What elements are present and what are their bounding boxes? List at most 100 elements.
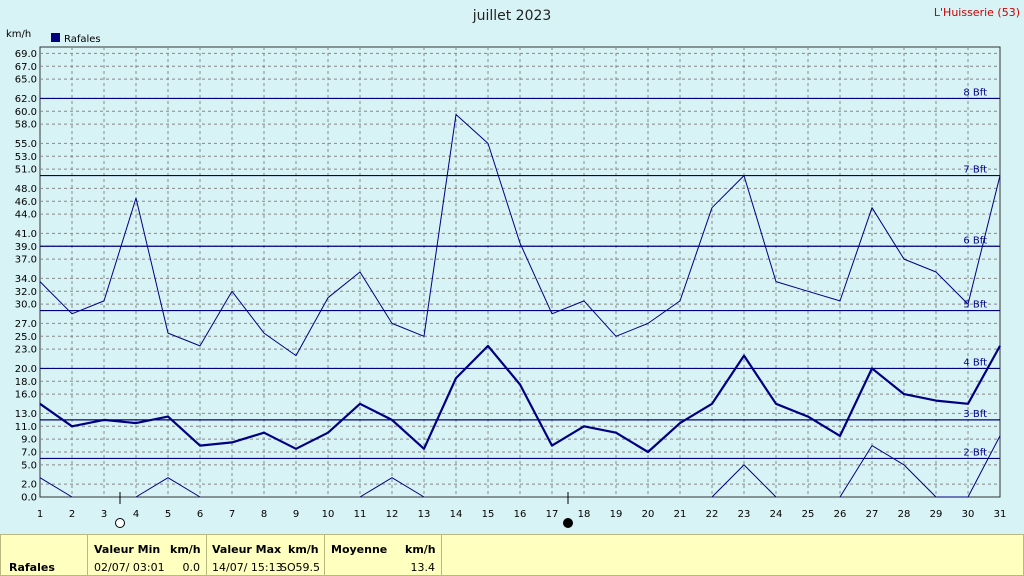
- x-tick-label: 27: [866, 509, 879, 520]
- x-tick-label: 19: [610, 509, 623, 520]
- x-tick-label: 9: [293, 509, 299, 520]
- min-header: Valeur Min: [94, 543, 161, 556]
- footer-min-cell: Valeur Min km/h 02/07/ 03:01 0.0: [88, 535, 207, 575]
- footer-max-cell: Valeur Max km/h 14/07/ 15:13 SO 59.5: [207, 535, 325, 575]
- max-header: Valeur Max: [212, 543, 282, 556]
- x-tick-label: 20: [642, 509, 655, 520]
- beaufort-label: 8 Bft: [963, 87, 987, 98]
- x-tick-label: 30: [962, 509, 975, 520]
- series-line-mean: [39, 344, 1001, 454]
- footer-row-label-cell: Rafales: [1, 535, 88, 575]
- y-tick-label: 9.0: [21, 435, 37, 446]
- x-tick-label: 22: [706, 509, 719, 520]
- y-tick-label: 44.0: [15, 210, 37, 221]
- y-tick-label: 65.0: [15, 75, 37, 86]
- x-tick-label: 16: [514, 509, 527, 520]
- y-tick-label: 69.0: [15, 49, 37, 60]
- x-tick-label: 7: [229, 509, 235, 520]
- full-moon-icon: [115, 518, 125, 528]
- x-tick-label: 13: [418, 509, 431, 520]
- mean-value: 13.4: [410, 561, 436, 574]
- series-layer: [39, 114, 1001, 498]
- y-tick-label: 5.0: [21, 460, 37, 471]
- y-tick-label: 55.0: [15, 139, 37, 150]
- y-axis-unit: km/h: [6, 29, 31, 40]
- min-unit: km/h: [170, 543, 201, 556]
- x-tick-label: 5: [165, 509, 171, 520]
- y-tick-label: 39.0: [15, 242, 37, 253]
- max-value: 59.5: [295, 561, 321, 574]
- chart-title: juillet 2023: [472, 8, 552, 24]
- max-date: 14/07/ 15:13: [212, 561, 283, 574]
- y-tick-label: 7.0: [21, 448, 37, 459]
- y-tick-label: 34.0: [15, 274, 37, 285]
- x-tick-label: 31: [994, 509, 1007, 520]
- new-moon-icon: [563, 518, 573, 528]
- y-tick-label: 13.0: [15, 409, 37, 420]
- y-tick-label: 46.0: [15, 197, 37, 208]
- x-axis-ticks: 1 2 3 4 5 6 7 8 9 10 11 12 13 14 15 16 17 18 19 20 21 22 23 24 2…: [37, 509, 1007, 520]
- x-tick-label: 11: [354, 509, 367, 520]
- beaufort-label: 4 Bft: [963, 357, 987, 368]
- x-tick-label: 24: [770, 509, 783, 520]
- y-tick-label: 16.0: [15, 390, 37, 401]
- series-line-max: [39, 114, 1001, 357]
- y-tick-label: 11.0: [15, 422, 37, 433]
- y-tick-label: 23.0: [15, 345, 37, 356]
- series-line-min: [839, 435, 1001, 498]
- max-direction: SO: [280, 561, 296, 574]
- stats-footer: Rafales Valeur Min km/h 02/07/ 03:01 0.0…: [0, 534, 1024, 576]
- location-label: L'Huisserie (53): [934, 6, 1020, 19]
- moon-phases: [115, 492, 573, 528]
- y-tick-label: 62.0: [15, 94, 37, 105]
- x-tick-label: 10: [322, 509, 335, 520]
- y-tick-label: 32.0: [15, 287, 37, 298]
- legend-label: Rafales: [64, 34, 101, 45]
- x-tick-label: 15: [482, 509, 495, 520]
- x-tick-label: 6: [197, 509, 203, 520]
- y-tick-label: 25.0: [15, 332, 37, 343]
- x-tick-label: 25: [802, 509, 815, 520]
- min-date: 02/07/ 03:01: [94, 561, 165, 574]
- x-tick-label: 3: [101, 509, 107, 520]
- mean-header: Moyenne: [331, 543, 388, 556]
- beaufort-label: 3 Bft: [963, 409, 987, 420]
- beaufort-label: 7 Bft: [963, 165, 987, 176]
- y-tick-label: 27.0: [15, 319, 37, 330]
- footer-row-label: Rafales: [9, 561, 55, 574]
- x-tick-label: 8: [261, 509, 267, 520]
- min-value: 0.0: [182, 561, 201, 574]
- x-tick-label: 23: [738, 509, 751, 520]
- beaufort-lines: 2 Bft 3 Bft 4 Bft 5 Bft 6 Bft 7 Bft 8 Bft: [40, 87, 1000, 460]
- x-tick-label: 29: [930, 509, 943, 520]
- x-tick-label: 28: [898, 509, 911, 520]
- beaufort-label: 2 Bft: [963, 447, 987, 458]
- y-tick-label: 53.0: [15, 152, 37, 163]
- y-tick-label: 18.0: [15, 377, 37, 388]
- y-tick-label: 60.0: [15, 107, 37, 118]
- y-tick-label: 67.0: [15, 62, 37, 73]
- x-tick-label: 2: [69, 509, 75, 520]
- x-tick-label: 12: [386, 509, 399, 520]
- x-tick-label: 18: [578, 509, 591, 520]
- x-tick-label: 17: [546, 509, 559, 520]
- series-line-min: [359, 477, 425, 498]
- x-tick-label: 21: [674, 509, 687, 520]
- y-tick-label: 51.0: [15, 165, 37, 176]
- y-tick-label: 2.0: [21, 480, 37, 491]
- x-tick-label: 1: [37, 509, 43, 520]
- x-tick-label: 26: [834, 509, 847, 520]
- series-line-min: [135, 477, 201, 498]
- y-tick-label: 37.0: [15, 255, 37, 266]
- series-line-min: [711, 464, 777, 498]
- series-line-min: [39, 477, 73, 498]
- chart: 2 Bft 3 Bft 4 Bft 5 Bft 6 Bft 7 Bft 8 Bft 0.0 2…: [6, 6, 1020, 528]
- y-tick-label: 30.0: [15, 300, 37, 311]
- footer-mean-cell: Moyenne km/h 13.4: [325, 535, 442, 575]
- y-tick-label: 20.0: [15, 364, 37, 375]
- beaufort-label: 6 Bft: [963, 235, 987, 246]
- x-tick-label: 4: [133, 509, 139, 520]
- y-tick-label: 58.0: [15, 120, 37, 131]
- y-tick-label: 48.0: [15, 184, 37, 195]
- y-axis-ticks: 0.0 2.0 5.07.0 9.0 11.0 13.0 16.0 18.0 20.0 23.0 2…: [15, 49, 37, 504]
